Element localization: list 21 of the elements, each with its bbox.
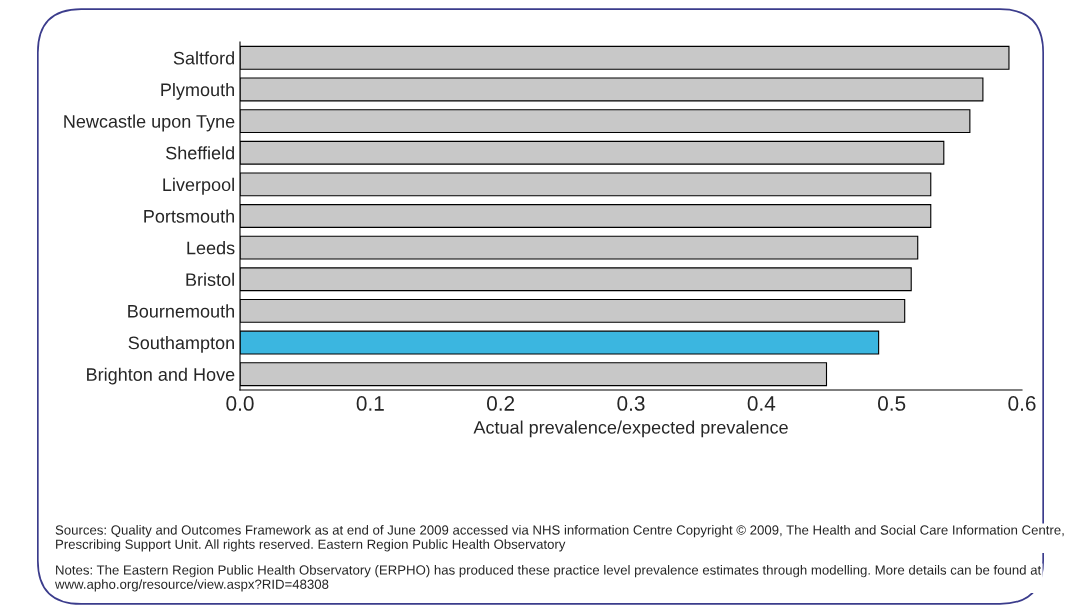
y-tick-label: Leeds bbox=[187, 241, 235, 255]
x-tick-label: 0.0 bbox=[226, 396, 254, 411]
x-tick-label: 0.1 bbox=[356, 396, 384, 411]
x-tick-label: 0.4 bbox=[747, 396, 776, 411]
y-tick-label: Saltford bbox=[173, 51, 234, 65]
x-axis-title: Actual prevalence/expected prevalence bbox=[473, 420, 788, 438]
text: Notes: The Eastern Region Public Health Observatory (ERPHO) has produced these practice level prevalence estimates through modelling. More details can be found at www.apho.org/resource/view.aspx?RID=48308 bbox=[54, 565, 1042, 592]
source-note: Sources: Quality and Outcomes Framework as at end of June 2009 accessed via NHS information Centre Copyright © 2009, The Health and Social Care Information Centre, Prescribing Support Unit. All rights reserved. Eastern Region Public Health Observatory bbox=[55, 525, 1064, 552]
x-tick-label: 0.5 bbox=[878, 396, 906, 411]
y-tick-label: Bournemouth bbox=[128, 304, 234, 318]
y-tick-label: Newcastle upon Tyne bbox=[64, 114, 235, 132]
y-tick-label: Liverpool bbox=[163, 177, 234, 195]
y-tick-label: Southampton bbox=[128, 336, 234, 353]
y-tick-label: Sheffield bbox=[166, 146, 234, 160]
x-tick-label: 0.2 bbox=[487, 396, 515, 411]
x-tick-label: 0.3 bbox=[617, 396, 645, 411]
y-tick-label: Brighton and Hove bbox=[87, 367, 235, 385]
x-tick-label: 0.6 bbox=[1008, 396, 1036, 411]
y-tick-label: Bristol bbox=[186, 272, 234, 286]
y-tick-label: Plymouth bbox=[161, 82, 234, 100]
y-tick-label: Portsmouth bbox=[144, 209, 234, 223]
